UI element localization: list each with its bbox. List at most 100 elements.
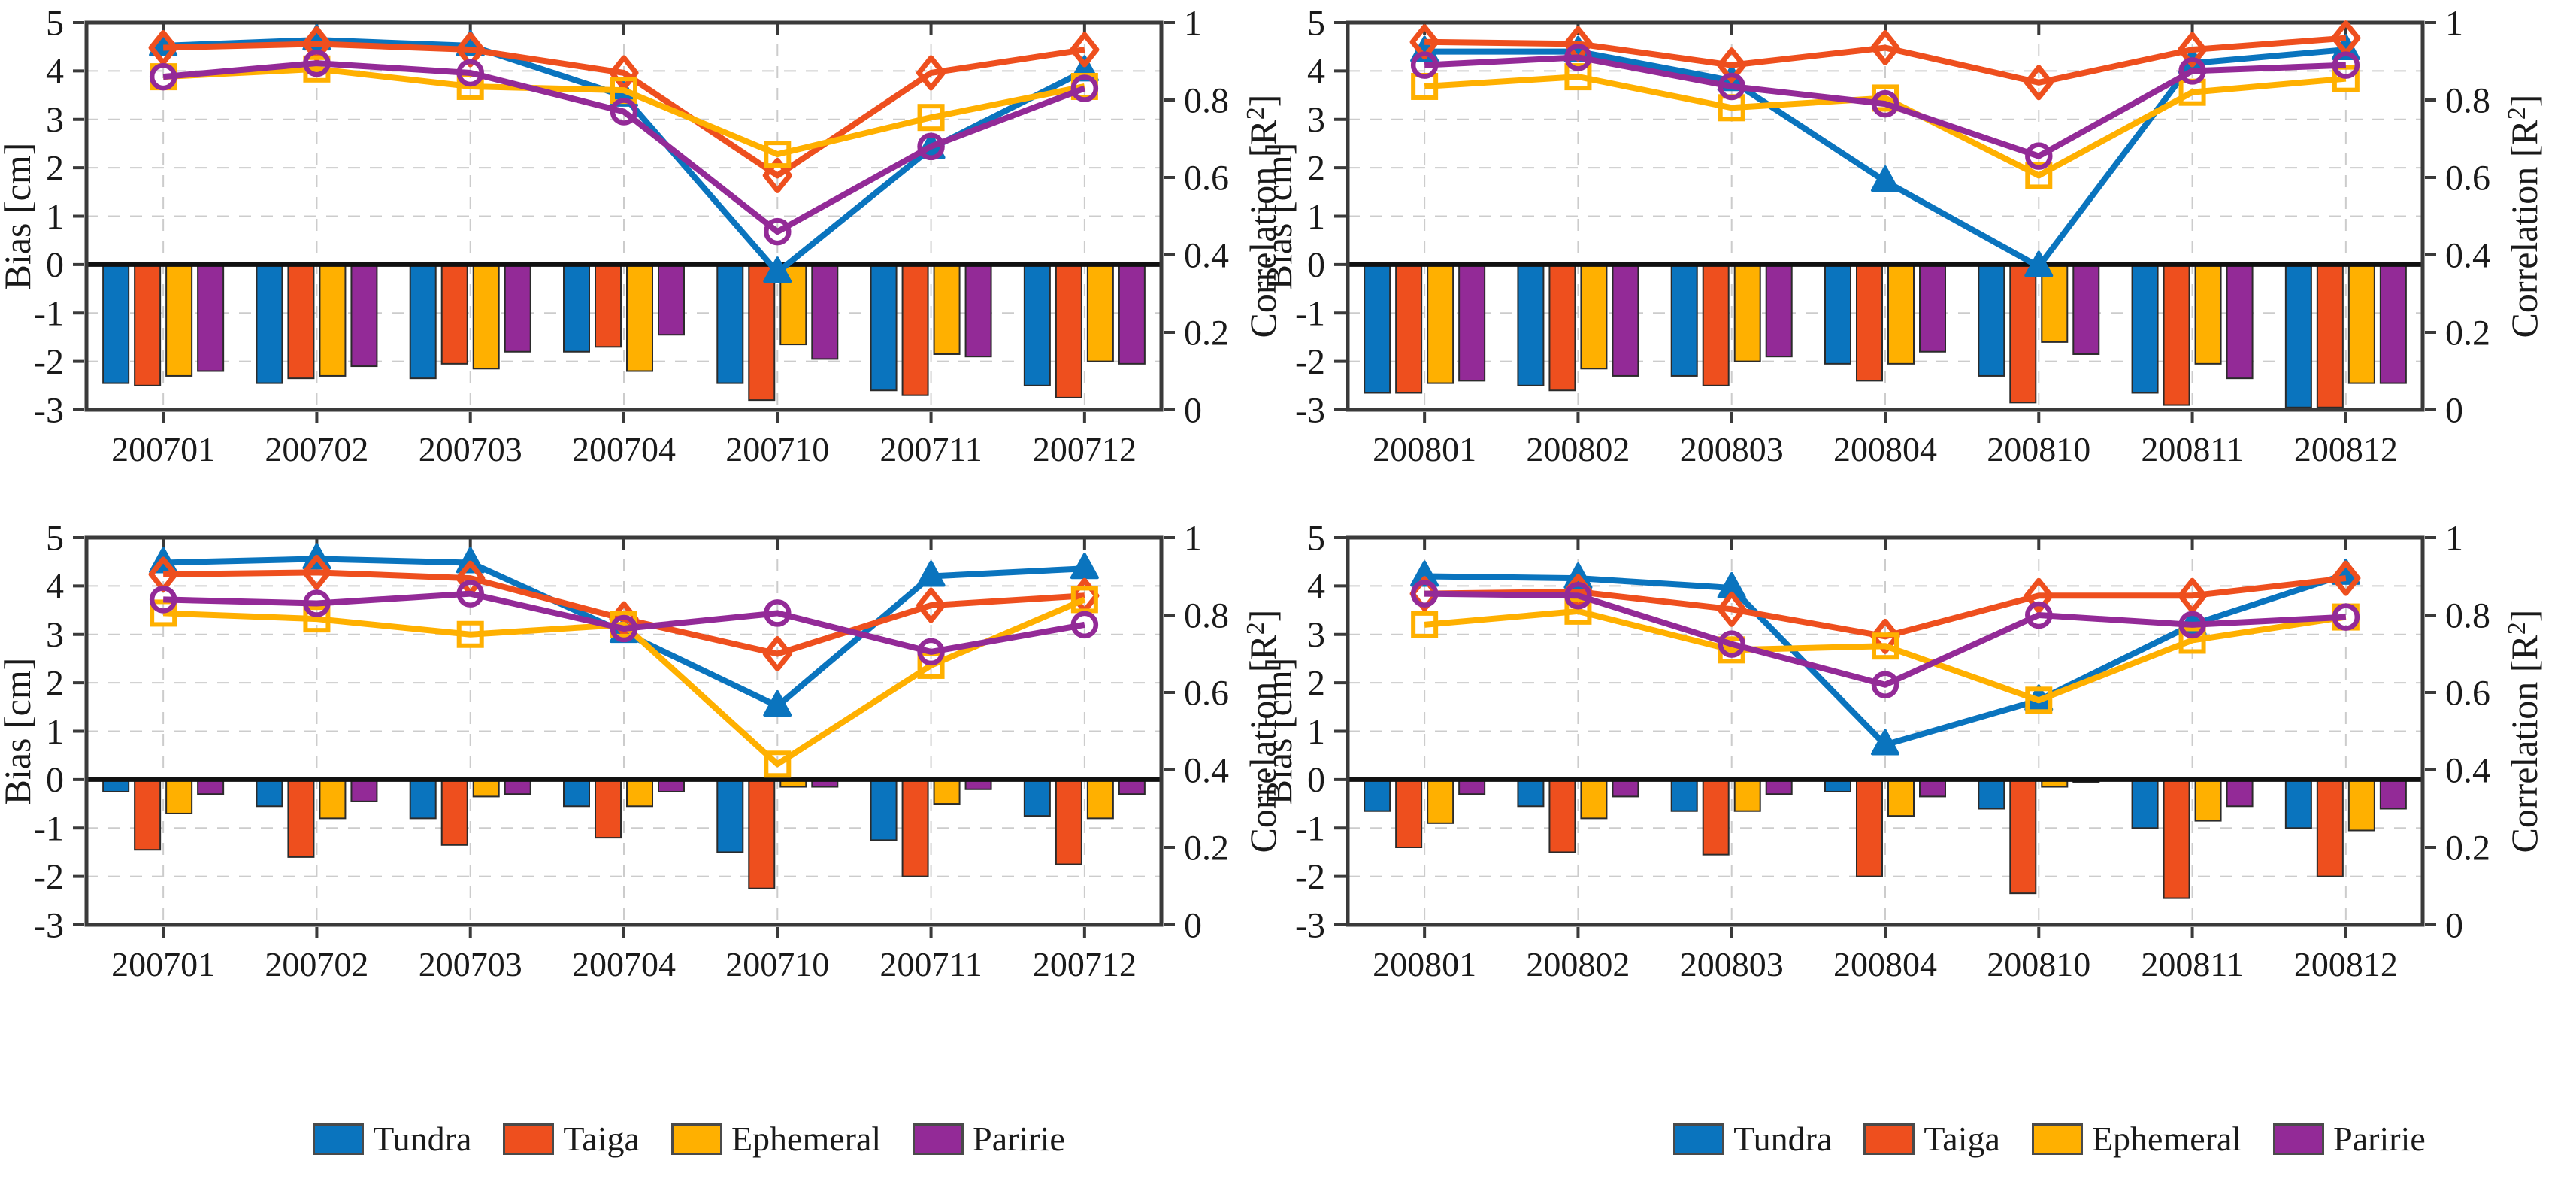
svg-text:-3: -3 <box>1295 390 1325 430</box>
chart-bias-correlation-2008-row2: 5 4 3 2 1 0 -1 -2 -3 1 0.8 0.6 0.4 0.2 0 200801 200802 20… <box>1261 523 2545 983</box>
ephemeral-swatch-icon <box>670 1123 722 1155</box>
legend-item-ephemeral: Ephemeral <box>2031 1119 2242 1159</box>
svg-text:200701: 200701 <box>111 430 215 468</box>
legend-label-tundra: Tundra <box>1733 1120 1833 1158</box>
svg-text:1: 1 <box>46 197 64 237</box>
svg-text:200811: 200811 <box>2141 430 2243 468</box>
svg-text:200810: 200810 <box>1987 430 2090 468</box>
svg-text:-1: -1 <box>1295 294 1325 334</box>
svg-text:5: 5 <box>46 8 64 43</box>
svg-text:-2: -2 <box>1295 857 1325 897</box>
legend-right: Tundra Taiga Ephemeral Paririe <box>1406 1119 2576 1159</box>
svg-text:200803: 200803 <box>1680 430 1784 468</box>
svg-text:0.4: 0.4 <box>2445 235 2490 275</box>
legend-label-paririe: Paririe <box>973 1120 1065 1158</box>
legend-label-ephemeral: Ephemeral <box>731 1120 882 1158</box>
legend-label-taiga: Taiga <box>1924 1120 2000 1158</box>
svg-text:200804: 200804 <box>1833 430 1937 468</box>
legend-label-taiga: Taiga <box>563 1120 640 1158</box>
svg-text:200802: 200802 <box>1526 430 1630 468</box>
svg-text:200812: 200812 <box>2294 430 2398 468</box>
svg-text:200711: 200711 <box>879 945 982 983</box>
svg-text:0.8: 0.8 <box>2445 595 2490 635</box>
taiga-swatch-icon <box>1863 1123 1915 1155</box>
svg-text:200703: 200703 <box>419 430 522 468</box>
svg-text:2: 2 <box>1307 148 1325 188</box>
svg-text:2: 2 <box>46 148 64 188</box>
legend-item-taiga: Taiga <box>503 1119 640 1159</box>
legend-label-ephemeral: Ephemeral <box>2091 1120 2242 1158</box>
svg-text:1: 1 <box>2445 523 2463 558</box>
svg-text:200810: 200810 <box>1987 945 2090 983</box>
svg-text:Bias [cm]: Bias [cm] <box>1261 143 1300 290</box>
svg-text:5: 5 <box>46 523 64 558</box>
chart-bias-correlation-2007-row1: 5 4 3 2 1 0 -1 -2 -3 1 0.8 0.6 0.4 0.2 0 200701 200702 20… <box>0 8 1284 468</box>
svg-text:Correlation [R2]: Correlation [R2] <box>2503 610 2545 853</box>
svg-text:200804: 200804 <box>1833 945 1937 983</box>
paririe-swatch-icon <box>2273 1123 2325 1155</box>
legend-item-tundra: Tundra <box>313 1119 471 1159</box>
svg-text:0.2: 0.2 <box>2445 313 2490 353</box>
svg-text:0.8: 0.8 <box>1184 595 1229 635</box>
legend-item-taiga: Taiga <box>1863 1119 2000 1159</box>
svg-text:0.2: 0.2 <box>2445 828 2490 868</box>
svg-text:200712: 200712 <box>1033 945 1137 983</box>
svg-text:-2: -2 <box>34 342 64 382</box>
svg-text:200811: 200811 <box>2141 945 2243 983</box>
svg-text:4: 4 <box>46 52 64 92</box>
svg-text:0: 0 <box>1307 245 1325 285</box>
svg-text:200704: 200704 <box>572 945 676 983</box>
svg-text:5: 5 <box>1307 523 1325 558</box>
svg-text:200704: 200704 <box>572 430 676 468</box>
svg-text:200812: 200812 <box>2294 945 2398 983</box>
svg-text:Bias [cm]: Bias [cm] <box>1261 658 1300 805</box>
legend-label-paririe: Paririe <box>2333 1120 2426 1158</box>
svg-text:0.8: 0.8 <box>2445 80 2490 120</box>
svg-text:4: 4 <box>46 567 64 607</box>
svg-text:200710: 200710 <box>725 945 829 983</box>
svg-text:200702: 200702 <box>265 430 368 468</box>
taiga-swatch-icon <box>503 1123 555 1155</box>
svg-text:200710: 200710 <box>725 430 829 468</box>
ephemeral-swatch-icon <box>2031 1123 2083 1155</box>
svg-text:200702: 200702 <box>265 945 368 983</box>
svg-text:0: 0 <box>1184 390 1202 430</box>
svg-text:200711: 200711 <box>879 430 982 468</box>
svg-text:0.8: 0.8 <box>1184 80 1229 120</box>
svg-text:200712: 200712 <box>1033 430 1137 468</box>
legend-label-tundra: Tundra <box>373 1120 472 1158</box>
tundra-swatch-icon <box>1673 1123 1725 1155</box>
svg-text:Bias [cm]: Bias [cm] <box>0 143 38 290</box>
svg-text:-1: -1 <box>34 294 64 334</box>
svg-text:0: 0 <box>2445 905 2463 945</box>
svg-text:0: 0 <box>2445 390 2463 430</box>
svg-text:1: 1 <box>1307 712 1325 752</box>
svg-text:0.4: 0.4 <box>1184 750 1229 790</box>
svg-text:Correlation [R2]: Correlation [R2] <box>2503 95 2545 338</box>
svg-text:1: 1 <box>2445 8 2463 43</box>
svg-text:-3: -3 <box>1295 905 1325 945</box>
svg-text:0.6: 0.6 <box>1184 158 1229 198</box>
svg-text:200801: 200801 <box>1373 945 1476 983</box>
svg-text:0.4: 0.4 <box>2445 750 2490 790</box>
svg-text:3: 3 <box>1307 100 1325 140</box>
svg-text:0.2: 0.2 <box>1184 313 1229 353</box>
svg-text:200802: 200802 <box>1526 945 1630 983</box>
svg-text:200701: 200701 <box>111 945 215 983</box>
svg-text:0.6: 0.6 <box>2445 158 2490 198</box>
svg-text:1: 1 <box>1184 523 1202 558</box>
svg-text:200801: 200801 <box>1373 430 1476 468</box>
svg-text:Correlation [R2]: Correlation [R2] <box>1242 95 1284 338</box>
svg-text:0: 0 <box>46 760 64 800</box>
svg-text:4: 4 <box>1307 52 1325 92</box>
svg-text:-2: -2 <box>1295 342 1325 382</box>
chart-bias-correlation-2007-row2: 5 4 3 2 1 0 -1 -2 -3 1 0.8 0.6 0.4 0.2 0 200701 200702 20… <box>0 523 1284 983</box>
svg-text:4: 4 <box>1307 567 1325 607</box>
svg-text:3: 3 <box>46 100 64 140</box>
svg-text:5: 5 <box>1307 8 1325 43</box>
svg-text:2: 2 <box>46 663 64 703</box>
legend-item-paririe: Paririe <box>913 1119 1065 1159</box>
svg-text:0: 0 <box>1307 760 1325 800</box>
tundra-swatch-icon <box>313 1123 365 1155</box>
legend-left: Tundra Taiga Ephemeral Paririe <box>45 1119 1333 1159</box>
